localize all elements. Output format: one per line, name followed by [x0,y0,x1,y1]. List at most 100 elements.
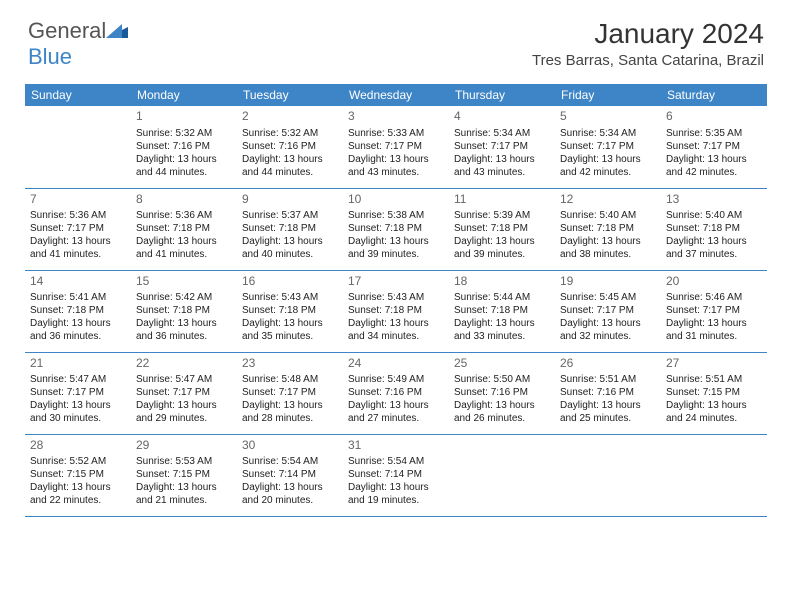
sunrise-line: Sunrise: 5:40 AM [560,209,656,222]
sunrise-line: Sunrise: 5:43 AM [242,291,338,304]
daylight-line: Daylight: 13 hours and 44 minutes. [242,153,338,179]
day-number: 7 [30,192,126,208]
day-number: 1 [136,109,232,125]
weekday-monday: Monday [131,84,237,106]
logo-text: General Blue [28,18,128,70]
calendar-cell: 6Sunrise: 5:35 AMSunset: 7:17 PMDaylight… [661,106,767,188]
location-label: Tres Barras, Santa Catarina, Brazil [532,52,764,69]
sunset-line: Sunset: 7:18 PM [30,304,126,317]
calendar-cell [25,106,131,188]
sunset-line: Sunset: 7:16 PM [136,140,232,153]
daylight-line: Daylight: 13 hours and 30 minutes. [30,399,126,425]
day-number: 26 [560,356,656,372]
sunset-line: Sunset: 7:14 PM [242,468,338,481]
day-number: 2 [242,109,338,125]
daylight-line: Daylight: 13 hours and 27 minutes. [348,399,444,425]
calendar-cell: 24Sunrise: 5:49 AMSunset: 7:16 PMDayligh… [343,352,449,434]
sunrise-line: Sunrise: 5:34 AM [454,127,550,140]
daylight-line: Daylight: 13 hours and 19 minutes. [348,481,444,507]
sunrise-line: Sunrise: 5:33 AM [348,127,444,140]
calendar-cell: 19Sunrise: 5:45 AMSunset: 7:17 PMDayligh… [555,270,661,352]
weekday-friday: Friday [555,84,661,106]
calendar-cell: 16Sunrise: 5:43 AMSunset: 7:18 PMDayligh… [237,270,343,352]
sunset-line: Sunset: 7:18 PM [454,304,550,317]
sunrise-line: Sunrise: 5:47 AM [30,373,126,386]
day-number: 10 [348,192,444,208]
calendar-cell: 17Sunrise: 5:43 AMSunset: 7:18 PMDayligh… [343,270,449,352]
day-number: 14 [30,274,126,290]
sunrise-line: Sunrise: 5:53 AM [136,455,232,468]
calendar-cell: 26Sunrise: 5:51 AMSunset: 7:16 PMDayligh… [555,352,661,434]
daylight-line: Daylight: 13 hours and 21 minutes. [136,481,232,507]
day-number: 4 [454,109,550,125]
sunset-line: Sunset: 7:16 PM [348,386,444,399]
sunset-line: Sunset: 7:17 PM [30,222,126,235]
sunset-line: Sunset: 7:18 PM [560,222,656,235]
sunrise-line: Sunrise: 5:35 AM [666,127,762,140]
sunset-line: Sunset: 7:15 PM [30,468,126,481]
daylight-line: Daylight: 13 hours and 25 minutes. [560,399,656,425]
sunset-line: Sunset: 7:18 PM [242,222,338,235]
daylight-line: Daylight: 13 hours and 41 minutes. [136,235,232,261]
sunrise-line: Sunrise: 5:51 AM [560,373,656,386]
calendar-cell [449,434,555,516]
calendar-cell: 31Sunrise: 5:54 AMSunset: 7:14 PMDayligh… [343,434,449,516]
calendar-table: Sunday Monday Tuesday Wednesday Thursday… [25,84,767,517]
sunset-line: Sunset: 7:18 PM [242,304,338,317]
daylight-line: Daylight: 13 hours and 42 minutes. [666,153,762,179]
daylight-line: Daylight: 13 hours and 40 minutes. [242,235,338,261]
daylight-line: Daylight: 13 hours and 29 minutes. [136,399,232,425]
sunset-line: Sunset: 7:18 PM [136,304,232,317]
calendar-cell: 7Sunrise: 5:36 AMSunset: 7:17 PMDaylight… [25,188,131,270]
daylight-line: Daylight: 13 hours and 43 minutes. [454,153,550,179]
sunrise-line: Sunrise: 5:52 AM [30,455,126,468]
sunrise-line: Sunrise: 5:41 AM [30,291,126,304]
calendar-body: 1Sunrise: 5:32 AMSunset: 7:16 PMDaylight… [25,106,767,516]
day-number: 31 [348,438,444,454]
day-number: 24 [348,356,444,372]
sunset-line: Sunset: 7:17 PM [666,140,762,153]
calendar-cell: 15Sunrise: 5:42 AMSunset: 7:18 PMDayligh… [131,270,237,352]
day-number: 27 [666,356,762,372]
day-number: 17 [348,274,444,290]
sunrise-line: Sunrise: 5:39 AM [454,209,550,222]
day-number: 20 [666,274,762,290]
sunrise-line: Sunrise: 5:32 AM [136,127,232,140]
sunrise-line: Sunrise: 5:46 AM [666,291,762,304]
daylight-line: Daylight: 13 hours and 22 minutes. [30,481,126,507]
calendar-cell [555,434,661,516]
sunset-line: Sunset: 7:17 PM [560,304,656,317]
month-title: January 2024 [532,18,764,50]
calendar-cell: 4Sunrise: 5:34 AMSunset: 7:17 PMDaylight… [449,106,555,188]
day-number: 25 [454,356,550,372]
daylight-line: Daylight: 13 hours and 34 minutes. [348,317,444,343]
day-number: 30 [242,438,338,454]
day-number: 15 [136,274,232,290]
sunrise-line: Sunrise: 5:49 AM [348,373,444,386]
sunrise-line: Sunrise: 5:47 AM [136,373,232,386]
day-number: 18 [454,274,550,290]
sunrise-line: Sunrise: 5:36 AM [30,209,126,222]
daylight-line: Daylight: 13 hours and 37 minutes. [666,235,762,261]
calendar-cell: 13Sunrise: 5:40 AMSunset: 7:18 PMDayligh… [661,188,767,270]
day-number: 5 [560,109,656,125]
day-number: 9 [242,192,338,208]
calendar-cell [661,434,767,516]
calendar-week-row: 7Sunrise: 5:36 AMSunset: 7:17 PM Daylight… [25,188,767,270]
daylight-line: Daylight: 13 hours and 39 minutes. [348,235,444,261]
sunrise-line: Sunrise: 5:42 AM [136,291,232,304]
daylight-line: Daylight: 13 hours and 35 minutes. [242,317,338,343]
day-number: 16 [242,274,338,290]
calendar-week-row: 21Sunrise: 5:47 AMSunset: 7:17 PMDayligh… [25,352,767,434]
daylight-line: Daylight: 13 hours and 44 minutes. [136,153,232,179]
day-number: 21 [30,356,126,372]
sunset-line: Sunset: 7:15 PM [666,386,762,399]
calendar-cell: 3Sunrise: 5:33 AMSunset: 7:17 PMDaylight… [343,106,449,188]
sunset-line: Sunset: 7:18 PM [348,222,444,235]
daylight-line: Daylight: 13 hours and 36 minutes. [136,317,232,343]
sunrise-line: Sunrise: 5:48 AM [242,373,338,386]
day-number: 28 [30,438,126,454]
calendar-cell: 30Sunrise: 5:54 AMSunset: 7:14 PMDayligh… [237,434,343,516]
sunset-line: Sunset: 7:18 PM [666,222,762,235]
sunrise-line: Sunrise: 5:44 AM [454,291,550,304]
